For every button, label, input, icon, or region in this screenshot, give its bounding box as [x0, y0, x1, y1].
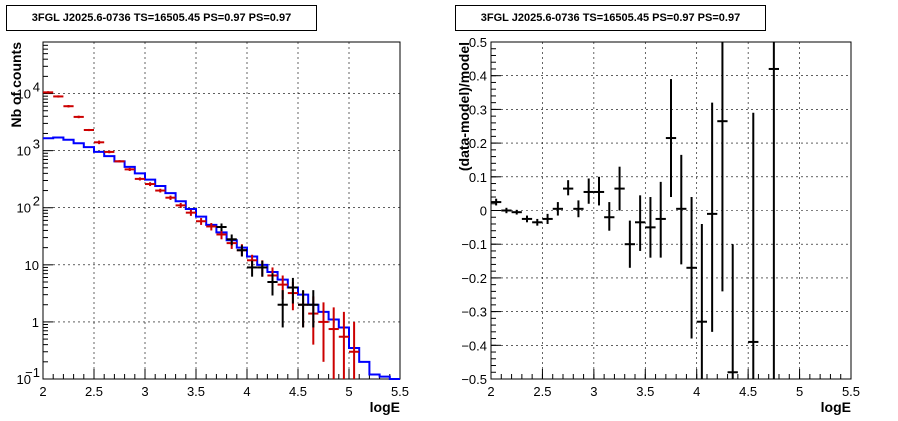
left-y-tick-label: 10	[17, 87, 31, 102]
left-x-tick-label: 4	[243, 384, 250, 399]
right-x-tick-label: 3	[590, 384, 597, 399]
right-y-tick-label: 0.3	[469, 102, 487, 117]
left-y-axis-title: Nb of counts	[8, 42, 24, 128]
left-plot-frame	[42, 41, 401, 380]
left-y-tick-label: 10	[17, 144, 31, 159]
left-y-tick-label: 10	[17, 201, 31, 216]
left-x-axis-title: logE	[370, 399, 400, 415]
left-y-tick-exponent: 2	[33, 194, 40, 209]
right-x-tick-label: 2	[487, 384, 494, 399]
right-y-tick-label: 0.5	[469, 35, 487, 50]
right-x-tick-label: 4	[693, 384, 700, 399]
right-y-tick-label: −0.3	[461, 305, 487, 320]
right-y-tick-label: −0.1	[461, 237, 487, 252]
left-y-tick-exponent: 4	[33, 80, 40, 95]
left-y-tick-label: 10	[25, 258, 39, 273]
right-y-tick-label: 0.1	[469, 170, 487, 185]
left-x-tick-label: 2.5	[85, 384, 103, 399]
left-y-tick-exponent: −1	[25, 365, 40, 380]
right-y-tick-label: −0.4	[461, 338, 487, 353]
right-y-tick-label: 0.2	[469, 136, 487, 151]
left-x-tick-label: 5.5	[391, 384, 409, 399]
right-y-axis-title: (data-model)/model	[456, 42, 472, 171]
right-y-tick-label: −0.5	[461, 372, 487, 387]
right-x-tick-label: 5.5	[842, 384, 860, 399]
right-x-tick-label: 4.5	[739, 384, 757, 399]
left-chart-title: 3FGL J2025.6-0736 TS=16505.45 PS=0.97 PS…	[6, 5, 317, 31]
left-x-tick-label: 4.5	[289, 384, 307, 399]
left-x-tick-label: 3	[141, 384, 148, 399]
right-x-tick-label: 3.5	[636, 384, 654, 399]
right-y-tick-label: 0.4	[469, 69, 487, 84]
left-x-tick-label: 5	[345, 384, 352, 399]
right-chart-title: 3FGL J2025.6-0736 TS=16505.45 PS=0.97 PS…	[455, 5, 766, 31]
left-x-tick-label: 2	[39, 384, 46, 399]
right-x-tick-label: 2.5	[533, 384, 551, 399]
right-y-tick-label: 0	[480, 204, 487, 219]
left-x-tick-label: 3.5	[187, 384, 205, 399]
right-x-axis-title: logE	[821, 399, 851, 415]
left-y-tick-label: 1	[32, 315, 39, 330]
right-x-tick-label: 5	[796, 384, 803, 399]
right-y-tick-label: −0.2	[461, 271, 487, 286]
left-y-tick-exponent: 3	[33, 137, 40, 152]
left-y-tick-label: 10	[17, 372, 31, 387]
residuals-chart: −0.5 −0.4 −0.3 −0.2 −0.1 0 0.1 0.2 0.3 0.4 0.5 2 2.5…	[456, 35, 860, 415]
